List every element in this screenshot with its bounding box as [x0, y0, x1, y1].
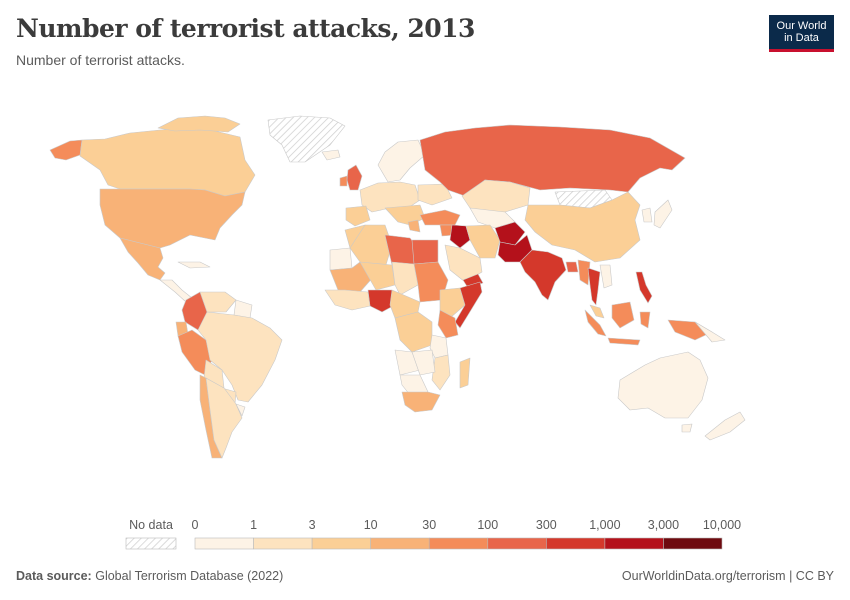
region-india[interactable] — [519, 249, 567, 301]
legend-bin-swatch[interactable] — [604, 537, 664, 550]
region-mexico[interactable] — [119, 237, 166, 281]
region-china[interactable] — [524, 191, 641, 263]
region-indonesia-java[interactable] — [607, 337, 641, 346]
region-iceland[interactable] — [321, 149, 341, 161]
legend-tick-label: 10 — [364, 518, 378, 532]
region-new-guinea[interactable] — [667, 319, 713, 341]
region-philippines[interactable] — [635, 271, 653, 304]
legend-bin-swatch[interactable] — [311, 537, 371, 550]
region-australia[interactable] — [617, 351, 709, 419]
source-link[interactable]: OurWorldinData.org/terrorism | CC BY — [621, 569, 834, 583]
region-saudi-arabia[interactable] — [444, 244, 483, 283]
world-map — [49, 115, 746, 459]
region-myanmar[interactable] — [577, 259, 591, 286]
region-mozambique[interactable] — [431, 354, 451, 391]
legend-tick-label: 10,000 — [703, 518, 741, 532]
legend-bin-swatch[interactable] — [663, 537, 723, 550]
data-source-label: Data source: — [16, 569, 92, 583]
legend-no-data-label: No data — [129, 518, 173, 532]
region-turkey[interactable] — [419, 209, 461, 226]
region-vietnam[interactable] — [599, 264, 613, 289]
region-central-america[interactable] — [159, 279, 193, 303]
region-united-states[interactable] — [99, 188, 246, 249]
region-drc[interactable] — [394, 311, 433, 353]
region-indonesia-sulawesi[interactable] — [639, 311, 651, 329]
legend-tick-label: 300 — [536, 518, 557, 532]
region-new-zealand[interactable] — [704, 411, 746, 441]
region-west-sahara[interactable] — [329, 247, 353, 271]
region-brazil[interactable] — [197, 311, 283, 403]
legend-no-data-swatch — [125, 537, 177, 550]
region-malaysia[interactable] — [589, 304, 605, 319]
region-greece[interactable] — [407, 219, 421, 233]
region-italy-balkans[interactable] — [384, 204, 426, 226]
region-spain[interactable] — [345, 205, 371, 227]
legend-tick-label: 1,000 — [589, 518, 620, 532]
region-alaska[interactable] — [49, 139, 83, 161]
region-egypt[interactable] — [411, 239, 439, 265]
region-caribbean[interactable] — [177, 261, 211, 269]
data-source: Data source: Global Terrorism Database (… — [16, 569, 283, 583]
region-afghanistan[interactable] — [494, 221, 526, 246]
region-iraq[interactable] — [449, 224, 471, 249]
region-greenland[interactable] — [267, 115, 346, 163]
legend-tick-label: 3,000 — [648, 518, 679, 532]
logo-line-1: Our World — [776, 20, 827, 32]
region-west-africa[interactable] — [324, 289, 371, 311]
legend-tick-label: 0 — [192, 518, 199, 532]
region-canada[interactable] — [79, 127, 256, 197]
region-bangladesh[interactable] — [565, 261, 579, 273]
legend-tick-label: 100 — [477, 518, 498, 532]
legend-tick-label: 1 — [250, 518, 257, 532]
region-png[interactable] — [694, 321, 726, 343]
region-russia[interactable] — [419, 124, 686, 197]
region-south-africa[interactable] — [401, 391, 441, 413]
logo-line-2: in Data — [784, 32, 819, 44]
region-zambia-zimbabwe[interactable] — [411, 349, 436, 376]
region-korea[interactable] — [641, 207, 653, 223]
data-source-text: Global Terrorism Database (2022) — [95, 569, 284, 583]
region-chad[interactable] — [391, 261, 419, 296]
region-uruguay[interactable] — [235, 403, 246, 417]
legend-bin-swatch[interactable] — [428, 537, 489, 550]
color-legend: No data 0 1 3 10 30 100 300 1,000 3,000 10,000 — [125, 518, 741, 550]
region-venezuela[interactable] — [199, 291, 237, 313]
region-scandinavia[interactable] — [377, 139, 426, 183]
region-arctic-islands[interactable] — [157, 115, 241, 133]
region-ethiopia[interactable] — [439, 287, 466, 319]
region-japan[interactable] — [653, 199, 673, 229]
region-united-kingdom[interactable] — [346, 164, 363, 191]
region-madagascar[interactable] — [459, 357, 471, 389]
region-ireland[interactable] — [339, 175, 348, 187]
region-iran[interactable] — [465, 224, 501, 259]
region-somalia[interactable] — [454, 281, 483, 329]
chart-title: Number of terrorist attacks, 2013 — [16, 14, 475, 43]
region-indonesia-borneo[interactable] — [611, 301, 635, 329]
legend-bin-swatch[interactable] — [370, 537, 430, 550]
legend-bin-swatch[interactable] — [253, 537, 313, 550]
legend-bin-swatch[interactable] — [546, 537, 606, 550]
owid-logo[interactable]: Our World in Data — [769, 15, 834, 52]
legend-tick-label: 30 — [422, 518, 436, 532]
legend-tick-label: 3 — [309, 518, 316, 532]
chart-subtitle: Number of terrorist attacks. — [16, 52, 185, 68]
legend-bin-swatch[interactable] — [487, 537, 547, 550]
region-thailand[interactable] — [587, 267, 601, 306]
region-tasmania[interactable] — [681, 423, 693, 433]
region-indonesia-sumatra[interactable] — [584, 309, 607, 337]
region-ukraine[interactable] — [417, 183, 453, 206]
legend-bin-swatch[interactable] — [194, 537, 254, 550]
region-argentina[interactable] — [205, 377, 243, 459]
region-kenya[interactable] — [437, 309, 459, 339]
